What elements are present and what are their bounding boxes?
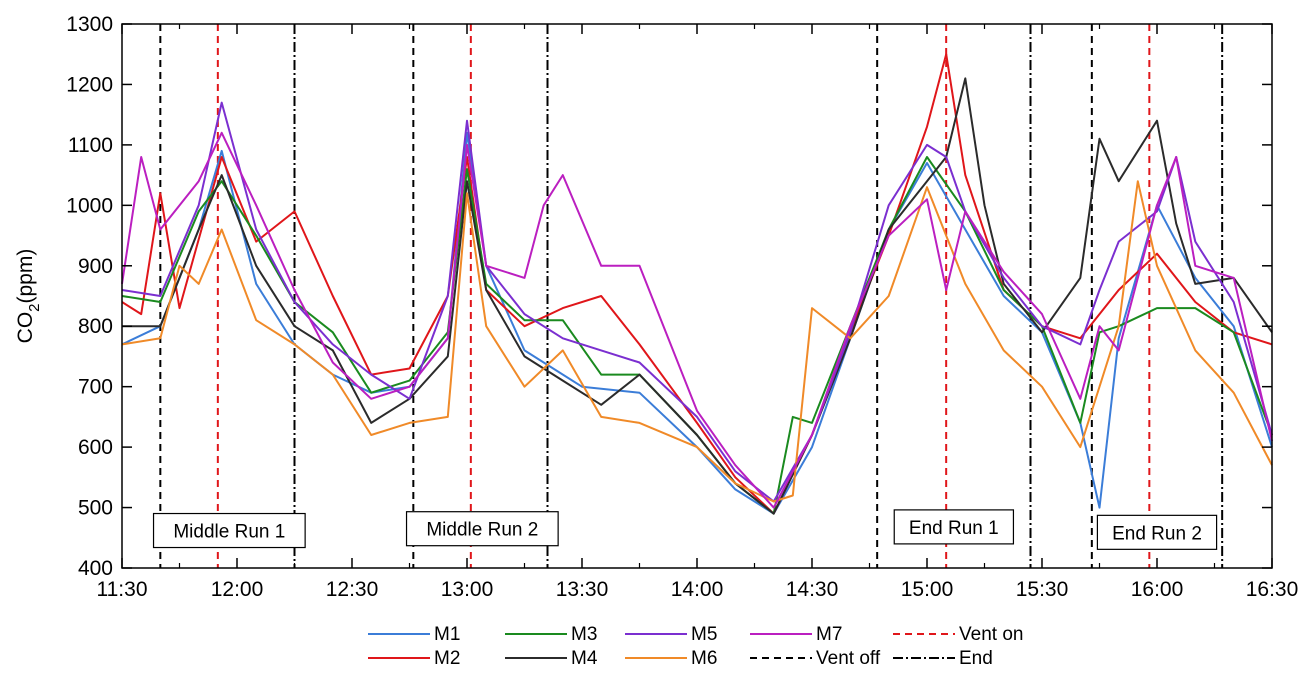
- x-tick-label: 11:30: [97, 578, 148, 601]
- y-tick-label: 600: [78, 436, 113, 459]
- x-tick-label: 13:00: [441, 578, 494, 601]
- x-tick-label: 15:30: [1016, 578, 1069, 601]
- legend-item-m5: M5: [625, 624, 717, 645]
- y-tick-label: 400: [78, 557, 113, 580]
- y-tick-label: 1200: [66, 73, 113, 96]
- run-label-middle-run-2: Middle Run 2: [405, 511, 559, 547]
- legend-label-m3: M3: [571, 624, 597, 645]
- legend-label-vent-off: Vent off: [816, 648, 881, 669]
- legend-item-m6: M6: [625, 648, 717, 669]
- legend-label-m1: M1: [434, 624, 460, 645]
- run-label-box: [893, 509, 1015, 545]
- x-tick-label: 12:00: [211, 578, 264, 601]
- legend-item-vent-off: Vent off: [750, 648, 881, 669]
- legend-label-end: End: [959, 648, 993, 669]
- y-axis-title-sub: 2: [26, 304, 43, 312]
- legend-item-m7: M7: [750, 624, 842, 645]
- series-m6: [121, 180, 1273, 503]
- run-label-text: End Run 2: [1112, 523, 1202, 544]
- y-tick-label: 900: [78, 255, 113, 278]
- legend-label-m7: M7: [816, 624, 842, 645]
- legend-label-m4: M4: [571, 648, 598, 669]
- axis-ticks: 11:30 12:00 12:30 13:00 13:30 14:00 14:30 15:00…: [66, 13, 1298, 601]
- run-label-text: Middle Run 1: [173, 522, 285, 543]
- x-tick-label: 15:00: [901, 578, 954, 601]
- y-tick-label: 1300: [66, 13, 113, 36]
- legend-label-m2: M2: [434, 648, 460, 669]
- series-lines: [121, 53, 1273, 515]
- x-tick-label: 13:30: [556, 578, 609, 601]
- run-label-box: [1096, 514, 1218, 550]
- x-tick-label: 14:30: [786, 578, 839, 601]
- run-label-end-run-1: End Run 1: [893, 509, 1015, 545]
- legend-label-m5: M5: [691, 624, 717, 645]
- x-tick-label: 14:00: [671, 578, 724, 601]
- series-m7: [121, 131, 1273, 509]
- legend-item-vent-on: Vent on: [893, 624, 1023, 645]
- legend-label-vent-on: Vent on: [959, 624, 1023, 645]
- y-axis-title: CO2(ppm): [14, 249, 43, 344]
- y-tick-label: 1000: [66, 194, 113, 217]
- run-annotations: Middle Run 1 Middle Run 2 End Run 1 End Run…: [152, 509, 1218, 550]
- run-label-text: Middle Run 2: [426, 520, 538, 541]
- run-label-box: [405, 511, 559, 547]
- run-label-text: End Run 1: [909, 518, 999, 539]
- legend: M1 M3 M5 M7 Vent on M2 M4 M6 Vent off End: [368, 624, 1023, 669]
- y-tick-label: 800: [78, 315, 113, 338]
- legend-item-m2: M2: [368, 648, 460, 669]
- x-tick-label: 16:00: [1131, 578, 1184, 601]
- y-tick-label: 700: [78, 376, 113, 399]
- x-tick-label: 12:30: [326, 578, 379, 601]
- legend-item-m4: M4: [505, 648, 598, 669]
- legend-label-m6: M6: [691, 648, 717, 669]
- x-tick-label: 16:30: [1246, 578, 1299, 601]
- y-axis-title-main: CO: [14, 312, 37, 344]
- series-m2: [121, 53, 1273, 515]
- series-m5: [121, 101, 1273, 503]
- series-m4: [122, 77, 1273, 515]
- legend-item-m1: M1: [368, 624, 460, 645]
- run-label-middle-run-1: Middle Run 1: [152, 512, 306, 549]
- y-tick-label: 500: [78, 497, 113, 520]
- y-axis-label: CO2(ppm): [14, 249, 43, 344]
- y-tick-label: 1100: [68, 134, 113, 157]
- y-axis-title-unit: (ppm): [14, 249, 37, 304]
- reference-lines: [159, 24, 1224, 568]
- run-label-box: [152, 512, 306, 549]
- legend-item-end: End: [893, 648, 993, 669]
- run-label-end-run-2: End Run 2: [1096, 514, 1218, 550]
- legend-item-m3: M3: [505, 624, 597, 645]
